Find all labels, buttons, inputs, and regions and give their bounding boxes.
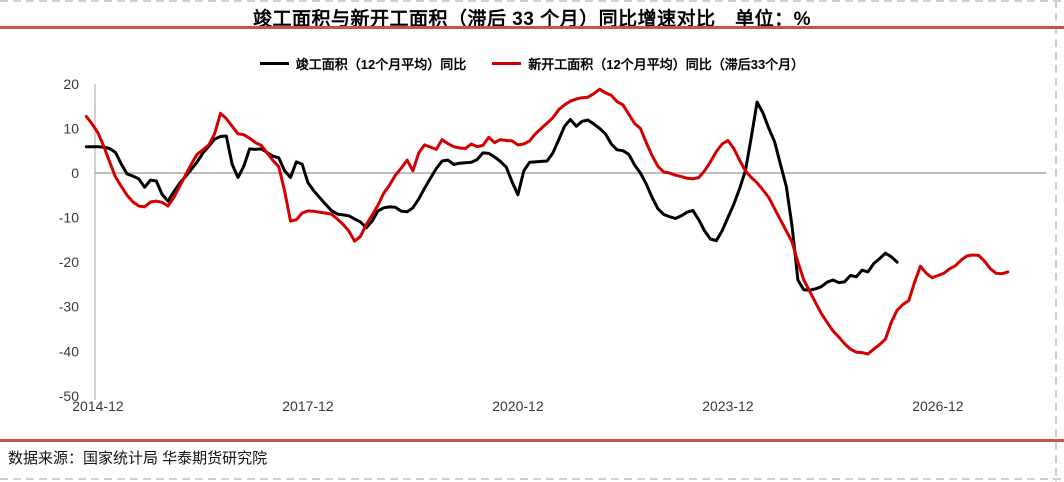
y-tick-label: 10	[63, 120, 79, 136]
x-tick-label: 2020-12	[492, 398, 544, 414]
y-tick-label: -30	[59, 299, 79, 315]
x-tick-label: 2014-12	[72, 398, 124, 414]
y-tick-label: 0	[71, 165, 79, 181]
legend-line-swatch-black	[259, 61, 289, 66]
y-tick-label: 20	[63, 76, 79, 92]
y-tick-label: -40	[59, 343, 79, 359]
selection-border-bottom	[0, 478, 1064, 480]
x-tick-label: 2023-12	[702, 398, 754, 414]
footer-divider-line	[0, 439, 1064, 442]
legend-item-new-starts-lagged: 新开工面积（12个月平均）同比（滞后33个月）	[492, 54, 804, 73]
series-line-completed-area	[84, 100, 899, 292]
title-divider-line	[0, 26, 1064, 29]
selection-border-top	[0, 0, 1064, 2]
x-tick-label: 2026-12	[912, 398, 964, 414]
chart-legend: 竣工面积（12个月平均）同比 新开工面积（12个月平均）同比（滞后33个月）	[0, 54, 1064, 73]
chart-title: 竣工面积与新开工面积（滞后 33 个月）同比增速对比 单位：%	[252, 9, 812, 30]
legend-label-completed-area: 竣工面积（12个月平均）同比	[295, 57, 467, 72]
selection-border-right	[1055, 0, 1057, 482]
series-line-new-starts-lagged	[84, 87, 1010, 356]
legend-label-new-starts-lagged: 新开工面积（12个月平均）同比（滞后33个月）	[528, 57, 805, 72]
y-tick-label: -50	[59, 388, 79, 404]
y-tick-label: -10	[59, 210, 79, 226]
legend-item-completed-area: 竣工面积（12个月平均）同比	[259, 54, 467, 73]
y-tick-label: -20	[59, 254, 79, 270]
data-source-note: 数据来源：国家统计局 华泰期货研究院	[8, 450, 268, 467]
x-tick-label: 2017-12	[282, 398, 334, 414]
legend-line-swatch-red	[492, 61, 522, 66]
